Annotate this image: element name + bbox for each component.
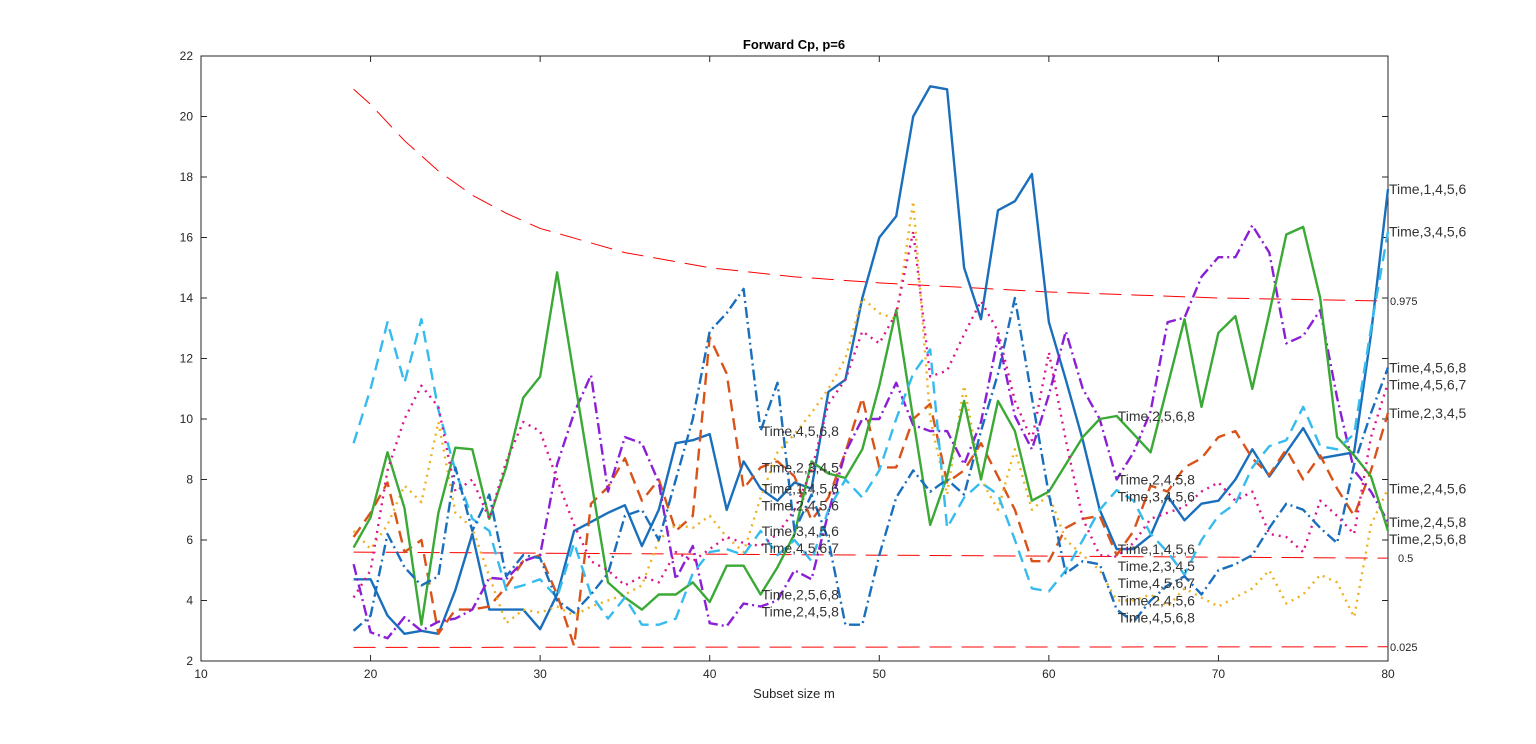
series-label: Time,1,4,5,6 xyxy=(762,481,840,497)
series-line-time-2-3-4-5 xyxy=(352,336,1390,648)
series-label: Time,2,5,6,8 xyxy=(1118,408,1196,424)
series-label: Time,2,4,5,8 xyxy=(762,604,840,620)
y-tick-label: 14 xyxy=(180,291,194,305)
series-label: Time,1,4,5,6 xyxy=(1118,541,1196,557)
y-tick-label: 20 xyxy=(180,110,194,124)
y-tick-label: 22 xyxy=(180,49,194,63)
chart-title: Forward Cp, p=6 xyxy=(743,37,845,52)
series-label: Time,2,4,5,8 xyxy=(1118,472,1196,488)
y-tick-label: 18 xyxy=(180,170,194,184)
x-tick-label: 60 xyxy=(1042,667,1056,681)
series-label: Time,2,4,5,6 xyxy=(1389,481,1467,497)
x-axis-label: Subset size m xyxy=(753,686,835,701)
band-line-0.5 xyxy=(353,551,1389,559)
series-label: Time,2,3,4,5 xyxy=(1118,558,1196,574)
x-tick-label: 30 xyxy=(533,667,547,681)
series-label: Time,4,5,6,7 xyxy=(762,540,840,556)
series-label: Time,3,4,5,6 xyxy=(762,523,840,539)
series-label: Time,2,4,5,6 xyxy=(762,498,840,514)
x-tick-label: 10 xyxy=(194,667,208,681)
series-label: Time,3,4,5,6 xyxy=(1389,224,1467,240)
plot-area: 10 20 30 40 50 60 70 80 2 4 6 8 10 12 14 16 18 20 22 0.975 0… xyxy=(180,49,1467,681)
band-line-0.975 xyxy=(353,88,1389,302)
y-tick-label: 8 xyxy=(186,473,193,487)
band-label: 0.5 xyxy=(1398,553,1413,565)
x-tick-label: 70 xyxy=(1212,667,1226,681)
y-tick-label: 16 xyxy=(180,231,194,245)
series-label: Time,2,4,5,6 xyxy=(1118,593,1196,609)
series-line-time-3-4-5-6 xyxy=(352,231,1390,626)
y-tick-label: 12 xyxy=(180,352,194,366)
series-label: Time,4,5,6,7 xyxy=(1118,575,1196,591)
y-tick-label: 10 xyxy=(180,412,194,426)
y-tick-label: 4 xyxy=(186,594,193,608)
series-label: Time,2,4,5,8 xyxy=(1389,514,1467,530)
band-label: 0.975 xyxy=(1390,296,1418,308)
series-label: Time,1,4,5,6 xyxy=(1389,181,1467,197)
series-label: Time,2,5,6,8 xyxy=(762,587,840,603)
series-line-time-1-4-5-6 xyxy=(353,85,1390,635)
x-tick-label: 80 xyxy=(1381,667,1395,681)
y-tick-label: 2 xyxy=(186,654,193,668)
y-tick-label: 6 xyxy=(186,533,193,547)
x-tick-label: 50 xyxy=(873,667,887,681)
series-label: Time,2,5,6,8 xyxy=(1389,531,1467,547)
band-label: 0.025 xyxy=(1390,642,1418,654)
series-label: Time,3,4,5,6 xyxy=(1118,489,1196,505)
series-line-time-2-4-5-8 xyxy=(352,224,1390,640)
series-label: Time,4,5,6,7 xyxy=(1389,377,1467,393)
series-label: Time,4,5,6,8 xyxy=(1118,610,1196,626)
series-line-time-2-5-6-8 xyxy=(352,225,1390,626)
band-line-0.025 xyxy=(353,646,1389,648)
series-label: Time,4,5,6,8 xyxy=(1389,360,1467,376)
series-label: Time,4,5,6,8 xyxy=(762,423,840,439)
x-tick-label: 20 xyxy=(364,667,378,681)
series-line-time-4-5-6-8 xyxy=(352,287,1390,632)
series-label: Time,2,3,4,5 xyxy=(762,459,840,475)
x-tick-label: 40 xyxy=(703,667,717,681)
series-label: Time,2,3,4,5 xyxy=(1389,405,1467,421)
